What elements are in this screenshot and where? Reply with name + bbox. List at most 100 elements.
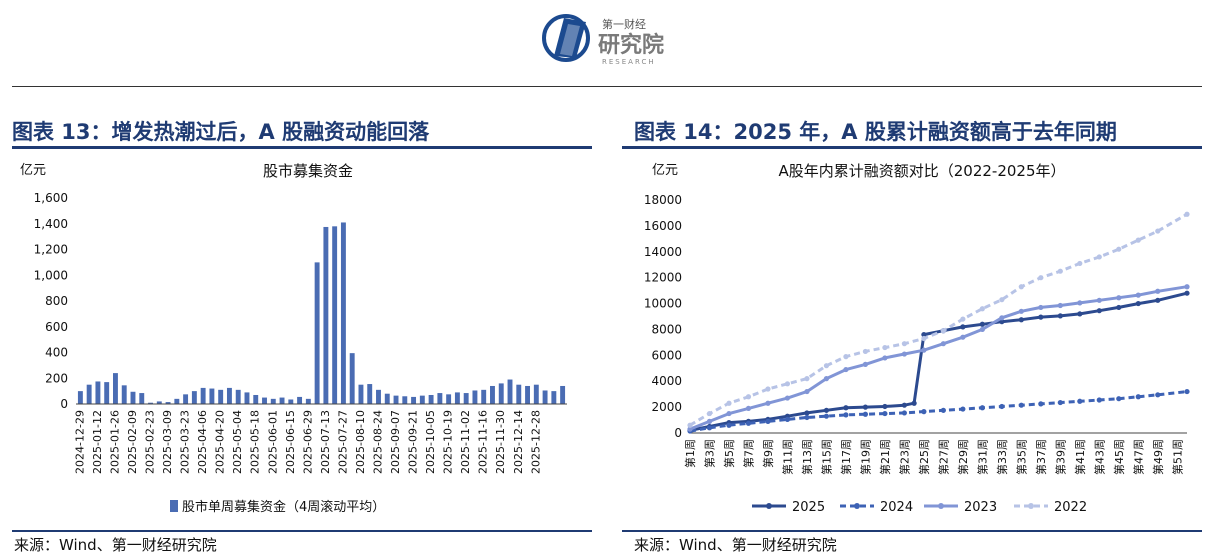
point-2024: [1155, 392, 1161, 398]
point-2023: [960, 334, 966, 340]
right-source: 来源：Wind、第一财经研究院: [634, 536, 837, 554]
point-2023: [940, 341, 946, 347]
left-x-tick-label: 2024-12-29: [73, 410, 86, 474]
point-2022: [804, 376, 810, 382]
left-x-tick-label: 2025-01-12: [91, 410, 104, 474]
point-2022: [921, 335, 927, 342]
point-2024: [745, 420, 752, 426]
left-bar: [183, 394, 189, 404]
right-x-tick-label: 第11周: [780, 439, 794, 475]
point-2024: [1077, 398, 1083, 404]
point-2023: [862, 361, 869, 367]
left-bar: [551, 391, 557, 404]
left-bar: [472, 390, 478, 404]
point-2023: [784, 395, 791, 401]
right-x-tick-label: 第37周: [1034, 439, 1048, 475]
left-x-tick-label: 2025-02-23: [144, 410, 157, 474]
left-x-tick-label: 2025-05-04: [231, 410, 244, 474]
point-2022: [823, 363, 830, 369]
left-bar: [121, 385, 127, 404]
left-bar: [349, 353, 355, 404]
left-source: 来源：Wind、第一财经研究院: [14, 536, 217, 554]
series-line-2023: [689, 285, 1188, 431]
point-2023: [882, 355, 888, 361]
left-bar: [191, 391, 197, 404]
left-bar: [516, 384, 522, 404]
right-x-tick-label: 第49周: [1151, 439, 1165, 475]
logo: 第一财经 研究院 RESEARCH: [542, 14, 664, 66]
point-2022: [687, 422, 693, 428]
left-bar: [218, 389, 224, 404]
right-y-tick-label: 12000: [644, 271, 682, 285]
point-2024: [706, 425, 713, 431]
point-2022: [940, 328, 946, 334]
point-2024: [1184, 388, 1190, 395]
left-x-tick-label: 2025-10-05: [424, 410, 437, 474]
point-2025: [999, 319, 1005, 325]
left-bar: [253, 394, 259, 404]
point-2022: [1038, 275, 1044, 281]
point-2023: [1155, 288, 1161, 294]
point-2025: [823, 407, 830, 413]
logo-en: RESEARCH: [602, 58, 656, 66]
right-figure-title: 图表 14：2025 年，A 股累计融资额高于去年同期: [634, 120, 1117, 144]
point-2024: [921, 409, 927, 415]
logo-cn-big: 研究院: [598, 32, 664, 58]
point-2024: [1116, 396, 1122, 402]
left-bar: [297, 396, 303, 404]
point-2024: [843, 412, 849, 418]
point-2025: [921, 332, 927, 338]
point-2025: [1077, 311, 1083, 317]
left-bar: [244, 392, 250, 404]
left-title-rule: [12, 146, 592, 149]
left-bar: [130, 391, 136, 404]
left-bar: [288, 399, 294, 404]
left-bar: [209, 388, 215, 404]
left-legend-swatch: [170, 500, 178, 512]
left-x-tick-label: 2025-07-27: [336, 410, 349, 474]
right-x-tick-label: 第31周: [975, 439, 989, 475]
right-y-tick-label: 6000: [651, 348, 682, 362]
left-bar: [454, 392, 460, 404]
right-x-tick-label: 第35周: [1014, 439, 1028, 475]
left-bar: [226, 387, 232, 404]
left-bar: [165, 402, 171, 404]
right-x-tick-label: 第41周: [1073, 439, 1087, 475]
legend-label-2022: 2022: [1054, 500, 1087, 515]
point-2022: [862, 348, 869, 355]
right-x-tick-label: 第1周: [683, 439, 697, 468]
right-chart-title: A股年内累计融资额对比（2022-2025年）: [778, 162, 1065, 180]
right-y-tick-label: 14000: [644, 245, 682, 259]
right-x-tick-label: 第45周: [1112, 439, 1126, 475]
legend-marker-2022: [1028, 503, 1034, 509]
left-bar: [104, 382, 110, 404]
right-title-rule: [622, 146, 1202, 149]
right-x-tick-label: 第3周: [702, 439, 716, 468]
right-y-unit: 亿元: [652, 163, 678, 178]
point-2024: [823, 413, 830, 419]
left-bar: [86, 384, 92, 404]
legend-marker-2023: [938, 503, 944, 509]
left-y-tick-label: 1,600: [34, 191, 68, 205]
left-bar: [428, 394, 434, 404]
left-figure-title: 图表 13：增发热潮过后，A 股融资动能回落: [12, 120, 430, 144]
left-bar: [446, 394, 452, 404]
series-line-2022: [689, 212, 1188, 427]
point-2023: [1038, 304, 1044, 311]
point-2024: [765, 418, 771, 424]
left-y-tick-label: 1,000: [34, 268, 68, 282]
right-y-tick-label: 8000: [651, 322, 682, 336]
point-2022: [784, 381, 791, 387]
logo-cn-small: 第一财经: [602, 17, 646, 31]
left-x-tick-label: 2025-05-18: [249, 410, 262, 474]
point-2022: [843, 354, 849, 360]
point-2022: [1096, 254, 1102, 260]
point-2022: [1135, 237, 1141, 243]
left-bar: [156, 401, 162, 404]
point-2025: [1038, 314, 1044, 320]
point-2025: [1184, 290, 1190, 296]
left-bar: [314, 262, 320, 404]
point-2022: [745, 394, 752, 400]
point-2022: [1184, 211, 1190, 217]
point-2023: [804, 388, 810, 395]
